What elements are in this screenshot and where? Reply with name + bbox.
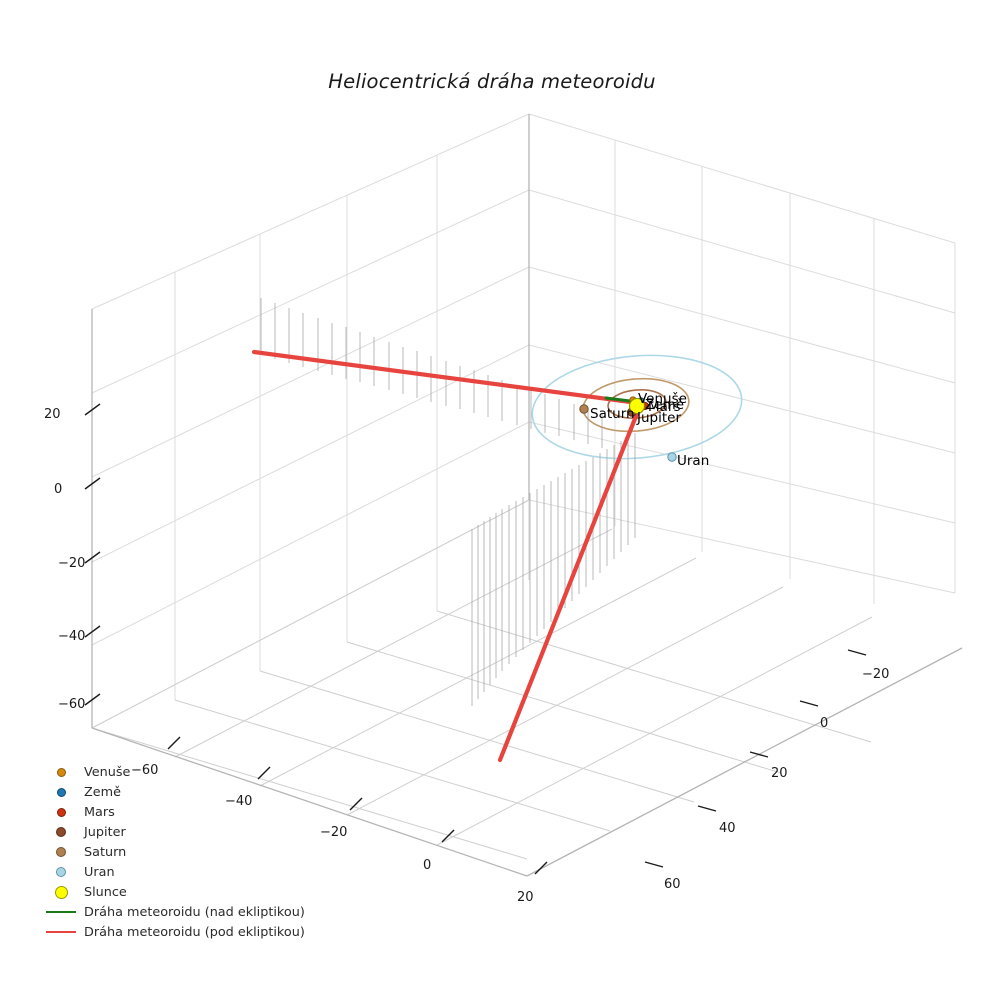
x-tick-4: 20 [517, 890, 534, 905]
z-tick-4: −60 [58, 697, 86, 712]
pane-back-grid [528, 113, 956, 604]
z-tick-3: −40 [58, 629, 86, 644]
label-venuse: Venuše [638, 391, 687, 407]
legend-slunce-marker-icon [54, 885, 68, 899]
legend-dráha-pod-line-icon [46, 931, 76, 933]
pane-left-grid [91, 113, 530, 729]
legend-zeme-label: Země [84, 784, 121, 800]
orbit-jupiter [607, 389, 667, 419]
y-tick-4: 60 [664, 877, 681, 892]
legend-zeme-marker-icon [56, 787, 66, 797]
legend-uran-marker-icon [56, 867, 66, 877]
legend-jupiter-label: Jupiter [84, 824, 126, 840]
label-uran: Uran [677, 453, 710, 469]
label-jupiter: Jupiter [637, 410, 682, 426]
label-saturn: Saturn [590, 406, 635, 422]
legend-jupiter-marker-icon [56, 827, 66, 837]
y-tick-2: 20 [771, 766, 788, 781]
legend-uran[interactable]: Uran [44, 862, 314, 882]
y-tick-3: 40 [719, 821, 736, 836]
x-tick-3: 0 [423, 858, 432, 873]
legend-dráha-pod-label: Dráha meteoroidu (pod ekliptikou) [84, 924, 305, 940]
legend-slunce[interactable]: Slunce [44, 882, 314, 902]
stems-lower-branch [471, 433, 636, 706]
pane-floor-grid [91, 499, 963, 877]
legend-saturn[interactable]: Saturn [44, 842, 314, 862]
legend-zeme[interactable]: Země [44, 782, 314, 802]
legend-venuse-label: Venuše [84, 764, 131, 780]
x-tick-1: −40 [225, 794, 253, 809]
body-marker-uranus [667, 452, 677, 462]
legend-saturn-marker-icon [56, 847, 66, 857]
legend-dráha-nad-line-icon [46, 911, 76, 913]
legend-dráha-nad-label: Dráha meteoroidu (nad ekliptikou) [84, 904, 305, 920]
x-tick-0: −60 [131, 763, 159, 778]
label-mars: Mars [648, 399, 681, 415]
legend-mars-label: Mars [84, 804, 115, 820]
z-tick-0: 20 [44, 407, 61, 422]
legend-venuse[interactable]: Venuše [44, 762, 314, 782]
legend-venuse-marker-icon [56, 767, 66, 777]
orbit-uranus [531, 354, 743, 460]
z-tick-1: 0 [54, 482, 63, 497]
stems-upper-branch [260, 298, 603, 448]
body-marker-saturn [579, 404, 589, 414]
meteoroid-track-below-ecliptic [251, 349, 643, 763]
legend-jupiter[interactable]: Jupiter [44, 822, 314, 842]
label-zeme: Země [645, 397, 685, 413]
legend[interactable]: Venuše Země Mars Jupiter Saturn Uran Slunce Drá… [44, 762, 314, 942]
legend-dráha-pod[interactable]: Dráha meteoroidu (pod ekliptikou) [44, 922, 314, 942]
axis-spines [91, 114, 963, 877]
tick-marks-y [644, 649, 867, 868]
legend-dráha-nad[interactable]: Dráha meteoroidu (nad ekliptikou) [44, 902, 314, 922]
legend-slunce-label: Slunce [84, 884, 127, 900]
y-tick-1: 0 [820, 716, 829, 731]
figure-title: Heliocentrická dráha meteoroidu [328, 70, 656, 93]
x-tick-2: −20 [320, 825, 348, 840]
legend-mars-marker-icon [56, 807, 66, 817]
legend-uran-label: Uran [84, 864, 115, 880]
legend-mars[interactable]: Mars [44, 802, 314, 822]
y-tick-0: −20 [862, 667, 890, 682]
tick-marks-z [84, 403, 101, 706]
tick-marks-x [167, 736, 548, 875]
z-tick-2: −20 [58, 556, 86, 571]
body-marker-sun [628, 397, 646, 415]
legend-saturn-label: Saturn [84, 844, 127, 860]
